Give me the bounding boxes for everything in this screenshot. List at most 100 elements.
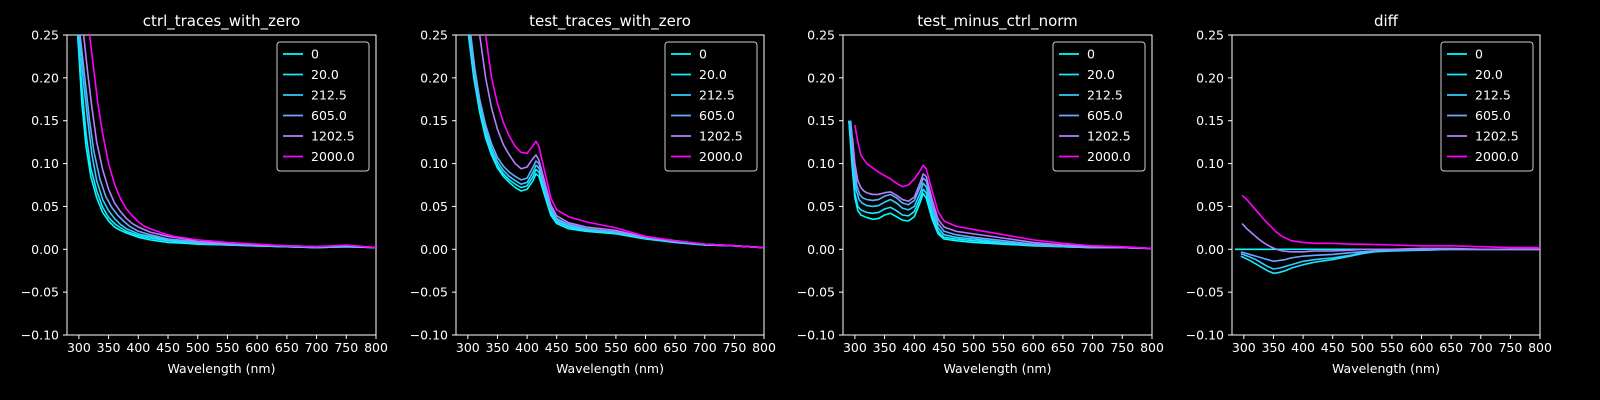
panel-2: test_traces_with_zero 300 350 400 450 500 550 6… [410, 12, 776, 376]
y-tick-label: 0.10 [420, 156, 448, 171]
legend-label: 20.0 [1087, 67, 1115, 82]
panel-title: test_traces_with_zero [529, 12, 691, 31]
axes-frame [455, 34, 765, 336]
series-group [76, 35, 376, 249]
x-tick-label: 700 [1081, 340, 1105, 355]
x-tick-label: 750 [334, 340, 358, 355]
x-tick-label: 500 [962, 340, 986, 355]
y-tick-label: 0.20 [807, 70, 835, 85]
y-tick-label: 0.05 [1196, 199, 1224, 214]
y-tick-label: 0.15 [807, 113, 835, 128]
x-tick-label: 450 [545, 340, 569, 355]
series-line-2000.0 [88, 35, 376, 249]
x-tick-label: 550 [1380, 340, 1404, 355]
legend-label: 2000.0 [1475, 149, 1519, 164]
y-tick-label: −0.10 [797, 328, 835, 343]
y-tick-label: −0.05 [1186, 285, 1224, 300]
x-tick-label: 600 [245, 340, 269, 355]
x-tick-label: 700 [1469, 340, 1493, 355]
legend: 0 20.0 212.5 605.0 1202.5 2000.0 [664, 41, 758, 172]
legend-label: 0 [1475, 47, 1483, 62]
axes-frame [1231, 34, 1541, 336]
series-group [1234, 194, 1540, 275]
x-tick-label: 350 [873, 340, 897, 355]
y-tick-label: −0.10 [21, 328, 59, 343]
x-tick-label: 300 [67, 340, 91, 355]
y-tick-label: 0.05 [420, 199, 448, 214]
y-tick-label: −0.10 [1186, 328, 1224, 343]
series-line-1202.5 [851, 137, 1152, 250]
x-tick-label: 700 [305, 340, 329, 355]
series-line-2000.0 [1241, 194, 1540, 249]
x-tick-label: 300 [1232, 340, 1256, 355]
x-tick-label: 500 [574, 340, 598, 355]
y-tick-label: 0.20 [31, 70, 59, 85]
y-tick-label: −0.05 [797, 285, 835, 300]
legend-label: 20.0 [1475, 67, 1503, 82]
legend-label: 0 [1087, 47, 1095, 62]
series-line-2000.0 [484, 35, 764, 249]
y-tick-label: 0.15 [420, 113, 448, 128]
series-line-0 [848, 120, 1152, 250]
panel-title: diff [1374, 12, 1399, 30]
legend-label: 20.0 [699, 67, 727, 82]
x-tick-label: 350 [486, 340, 510, 355]
series-group [467, 35, 764, 249]
legend: 0 20.0 212.5 605.0 1202.5 2000.0 [1052, 41, 1146, 172]
legend-label: 212.5 [699, 88, 735, 103]
y-tick-label: 0.10 [1196, 156, 1224, 171]
x-tick-label: 300 [843, 340, 867, 355]
panel-title: test_minus_ctrl_norm [917, 12, 1078, 31]
x-tick-label: 450 [156, 340, 180, 355]
x-tick-label: 650 [1051, 340, 1075, 355]
legend-label: 2000.0 [311, 149, 355, 164]
legend: 0 20.0 212.5 605.0 1202.5 2000.0 [1440, 41, 1534, 172]
x-tick-label: 650 [1439, 340, 1463, 355]
panel-3: test_minus_ctrl_norm 300 350 400 450 500 550 60… [797, 12, 1164, 376]
x-tick-label: 550 [992, 340, 1016, 355]
y-tick-label: 0.05 [31, 199, 59, 214]
x-tick-label: 400 [126, 340, 150, 355]
x-tick-label: 350 [97, 340, 121, 355]
legend-label: 605.0 [699, 108, 735, 123]
y-tick-label: 0.00 [1196, 242, 1224, 257]
x-tick-label: 800 [752, 340, 776, 355]
y-tick-label: 0.05 [807, 199, 835, 214]
y-tick-label: 0.25 [31, 28, 59, 43]
legend-label: 1202.5 [1087, 129, 1131, 144]
x-tick-label: 800 [1528, 340, 1552, 355]
x-axis-label: Wavelength (nm) [944, 361, 1052, 376]
series-line-605.0 [1240, 248, 1540, 263]
x-tick-label: 700 [693, 340, 717, 355]
y-tick-label: 0.20 [1196, 70, 1224, 85]
y-tick-label: 0.00 [807, 242, 835, 257]
x-tick-label: 500 [1350, 340, 1374, 355]
y-tick-label: 0.15 [1196, 113, 1224, 128]
legend-label: 605.0 [1087, 108, 1123, 123]
series-line-605.0 [849, 120, 1152, 250]
legend-label: 20.0 [311, 67, 339, 82]
legend-label: 2000.0 [1087, 149, 1131, 164]
x-tick-label: 400 [902, 340, 926, 355]
series-line-1202.5 [1241, 223, 1540, 253]
x-tick-label: 450 [932, 340, 956, 355]
legend-label: 605.0 [1475, 108, 1511, 123]
x-tick-label: 650 [275, 340, 299, 355]
x-tick-label: 400 [515, 340, 539, 355]
x-tick-label: 650 [663, 340, 687, 355]
x-tick-label: 750 [722, 340, 746, 355]
y-tick-label: 0.25 [807, 28, 835, 43]
y-tick-label: 0.10 [31, 156, 59, 171]
panel-title: ctrl_traces_with_zero [143, 12, 300, 31]
x-tick-label: 800 [364, 340, 388, 355]
x-axis-label: Wavelength (nm) [1332, 361, 1440, 376]
x-axis-label: Wavelength (nm) [168, 361, 276, 376]
axes-frame [66, 34, 377, 336]
legend-label: 212.5 [1087, 88, 1123, 103]
y-tick-label: 0.15 [31, 113, 59, 128]
x-tick-label: 600 [1021, 340, 1045, 355]
legend-label: 1202.5 [1475, 129, 1519, 144]
legend-label: 212.5 [1475, 88, 1511, 103]
x-tick-label: 750 [1498, 340, 1522, 355]
series-line-212.5 [849, 120, 1152, 250]
